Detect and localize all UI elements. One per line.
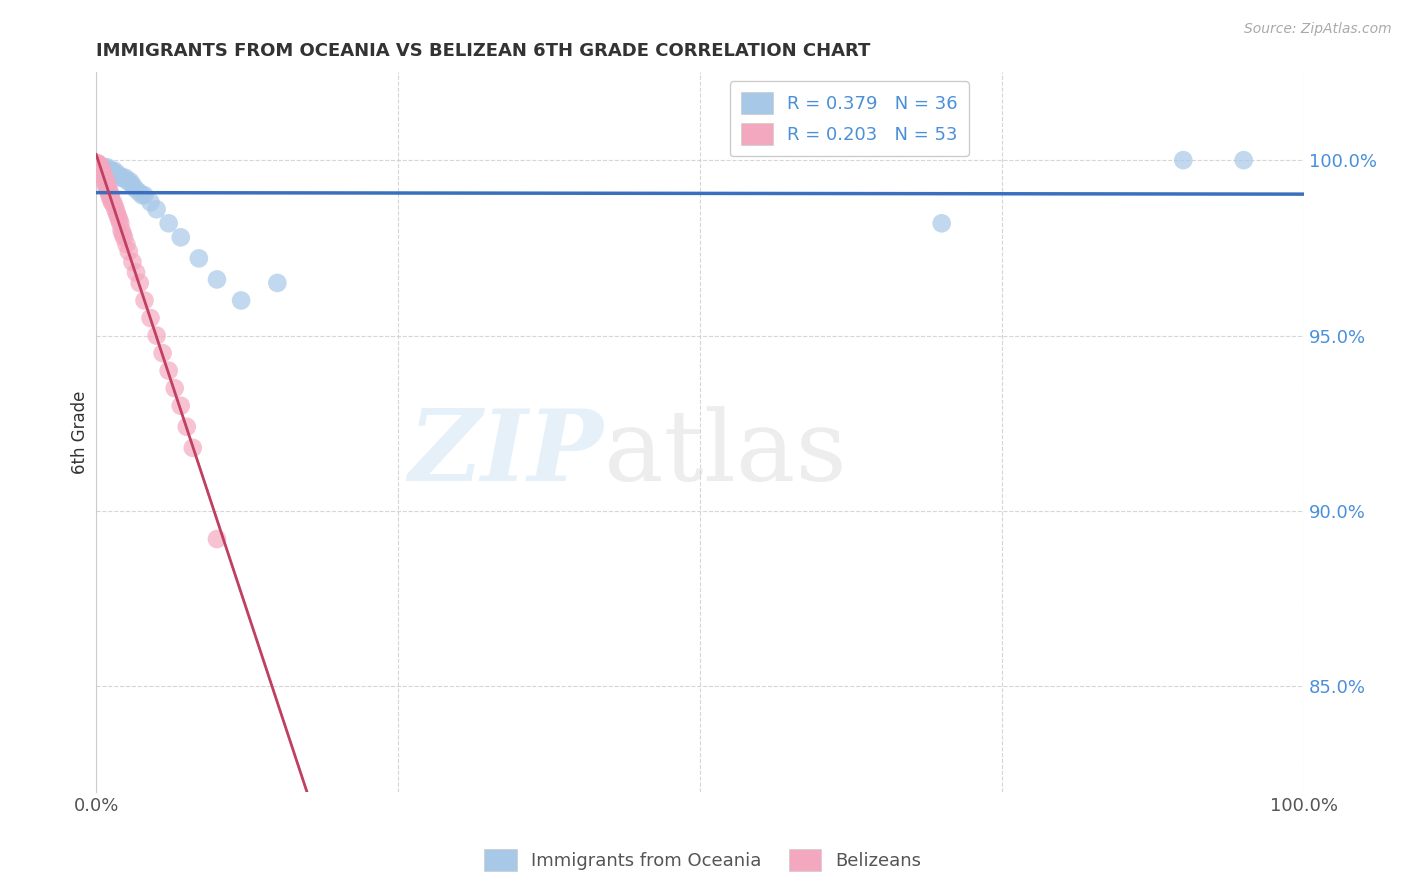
Point: [128, 276, 150, 290]
Point: [107, 209, 129, 223]
Point: [97, 181, 120, 195]
Point: [94, 178, 117, 192]
Point: [205, 272, 228, 286]
Point: [110, 170, 132, 185]
Point: [93, 174, 115, 188]
Point: [157, 364, 180, 378]
Point: [86, 156, 108, 170]
Point: [86, 160, 108, 174]
Point: [101, 195, 124, 210]
Point: [101, 167, 124, 181]
Text: Source: ZipAtlas.com: Source: ZipAtlas.com: [1244, 22, 1392, 37]
Point: [145, 202, 167, 217]
Point: [90, 160, 112, 174]
Text: IMMIGRANTS FROM OCEANIA VS BELIZEAN 6TH GRADE CORRELATION CHART: IMMIGRANTS FROM OCEANIA VS BELIZEAN 6TH …: [96, 42, 870, 60]
Point: [131, 188, 153, 202]
Point: [187, 252, 209, 266]
Point: [134, 188, 156, 202]
Legend: Immigrants from Oceania, Belizeans: Immigrants from Oceania, Belizeans: [477, 842, 929, 879]
Point: [86, 156, 108, 170]
Point: [163, 381, 186, 395]
Point: [145, 328, 167, 343]
Point: [98, 188, 121, 202]
Point: [91, 163, 114, 178]
Point: [100, 192, 122, 206]
Point: [96, 160, 118, 174]
Point: [125, 265, 148, 279]
Point: [111, 170, 134, 185]
Point: [152, 346, 174, 360]
Point: [1173, 153, 1195, 168]
Point: [103, 163, 125, 178]
Point: [121, 255, 143, 269]
Point: [139, 195, 162, 210]
Point: [108, 212, 131, 227]
Point: [139, 311, 162, 326]
Text: ZIP: ZIP: [409, 405, 603, 502]
Point: [104, 202, 127, 217]
Point: [118, 244, 141, 259]
Point: [117, 174, 139, 188]
Point: [170, 230, 193, 244]
Point: [205, 532, 228, 546]
Point: [93, 163, 115, 178]
Point: [101, 195, 124, 210]
Point: [94, 163, 117, 178]
Point: [96, 178, 118, 192]
Point: [181, 441, 204, 455]
Point: [93, 170, 115, 185]
Point: [157, 216, 180, 230]
Point: [86, 160, 108, 174]
Point: [87, 156, 110, 170]
Point: [124, 181, 146, 195]
Point: [86, 156, 108, 170]
Point: [90, 163, 112, 178]
Point: [94, 174, 117, 188]
Point: [100, 163, 122, 178]
Point: [104, 167, 127, 181]
Point: [93, 167, 115, 181]
Point: [111, 227, 134, 241]
Point: [170, 399, 193, 413]
Point: [266, 276, 288, 290]
Legend: R = 0.379   N = 36, R = 0.203   N = 53: R = 0.379 N = 36, R = 0.203 N = 53: [730, 81, 969, 156]
Point: [127, 185, 149, 199]
Point: [90, 160, 112, 174]
Point: [87, 160, 110, 174]
Point: [112, 230, 135, 244]
Point: [114, 170, 136, 185]
Point: [115, 237, 138, 252]
Point: [100, 188, 122, 202]
Point: [931, 216, 953, 230]
Point: [176, 419, 198, 434]
Point: [110, 216, 132, 230]
Point: [93, 160, 115, 174]
Point: [103, 199, 125, 213]
Point: [89, 160, 111, 174]
Point: [107, 167, 129, 181]
Point: [89, 163, 111, 178]
Point: [1233, 153, 1256, 168]
Point: [121, 178, 143, 192]
Point: [97, 163, 120, 178]
Point: [96, 181, 118, 195]
Point: [231, 293, 253, 308]
Text: atlas: atlas: [603, 406, 846, 501]
Point: [101, 163, 124, 178]
Point: [105, 206, 128, 220]
Point: [91, 167, 114, 181]
Point: [97, 185, 120, 199]
Point: [98, 185, 121, 199]
Point: [118, 174, 141, 188]
Point: [86, 156, 108, 170]
Point: [93, 170, 115, 185]
Y-axis label: 6th Grade: 6th Grade: [72, 391, 89, 474]
Point: [98, 163, 121, 178]
Point: [134, 293, 156, 308]
Point: [110, 223, 132, 237]
Point: [87, 160, 110, 174]
